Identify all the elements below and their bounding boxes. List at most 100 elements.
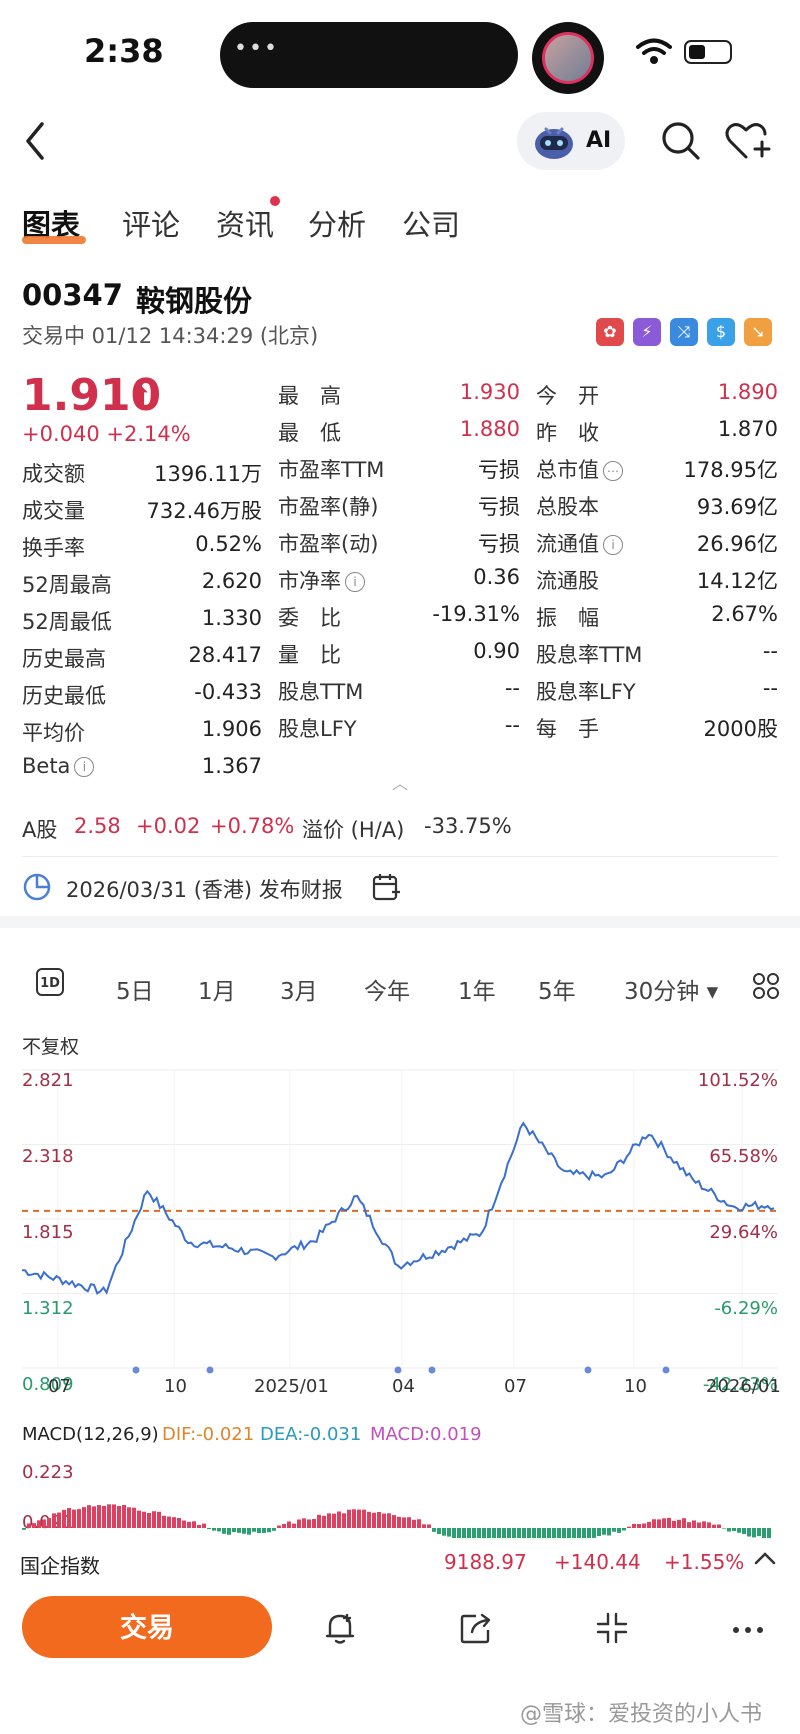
avatar[interactable] [542,32,594,84]
macd-bar [392,1515,396,1528]
macd-title[interactable]: MACD(12,26,9) [22,1424,159,1445]
macd-bar [417,1519,421,1528]
tab-company[interactable]: 公司 [402,208,461,242]
up-arrow-icon: ⬆ [130,382,152,412]
macd-bar [527,1528,531,1540]
macd-bar [117,1506,121,1528]
stats_mid-label-text: 最 高 [278,384,341,408]
macd-bar [482,1528,486,1540]
event-marker[interactable] [428,1366,436,1374]
macd-bar [427,1524,431,1528]
tab-news[interactable]: 资讯 [216,208,275,242]
x-axis-tick: 04 [392,1376,415,1397]
stats_right-value: 93.69亿 [696,495,778,519]
macd-bar [632,1523,636,1528]
stats_mid-value: 亏损 [478,495,520,519]
stats_left-label-text: 成交量 [22,499,85,523]
back-arrow-icon[interactable] [20,118,50,164]
stats_left-value: 732.46万股 [146,499,262,523]
period-5y[interactable]: 5年 [538,979,576,1005]
more-icon[interactable] [730,1610,766,1646]
macd-bar [717,1524,721,1528]
macd-bar [612,1528,616,1532]
lightning-icon[interactable]: ⚡ [633,318,661,346]
macd-bar [62,1509,66,1528]
shuffle-icon[interactable]: ⤨ [670,318,698,346]
event-marker[interactable] [584,1366,592,1374]
stats_left-label-text: Beta [22,754,71,778]
trade-button[interactable]: 交易 [22,1596,272,1658]
period-1y[interactable]: 1年 [458,979,496,1005]
stats_left-value: 0.52% [195,532,262,556]
status-time: 2:38 [84,32,164,70]
stats_mid-value: 1.930 [459,380,520,404]
macd-bar [282,1523,286,1528]
trend-down-icon[interactable]: ↘ [744,318,772,346]
y-axis-right-tick: 65.58% [709,1146,778,1167]
x-axis-tick: 07 [504,1376,527,1397]
grid-icon[interactable] [752,972,780,1000]
tab-comments[interactable]: 评论 [122,208,181,242]
stats_right-label: 今 开 [536,380,599,410]
adjust-label[interactable]: 不复权 [22,1036,80,1058]
chevron-up-icon[interactable] [752,1548,778,1568]
index-bar[interactable] [0,1538,800,1582]
stats_mid-label-text: 股息LFY [278,717,357,741]
battery-icon [684,40,732,64]
macd-bar [227,1528,231,1535]
period-1m[interactable]: 1月 [198,979,236,1005]
macd-bar [467,1528,471,1540]
period-1d-button[interactable]: 1D [36,968,64,996]
hk-flower-icon[interactable]: ✿ [596,318,624,346]
period-30min-dropdown[interactable]: 30分钟 ▾ [624,979,719,1005]
macd-chart [22,1504,771,1540]
stats_left-label-text: 换手率 [22,536,85,560]
stats_right-label-text: 总股本 [536,495,599,519]
collapse-arrows-icon[interactable] [594,1610,630,1646]
calendar-add-icon[interactable] [372,872,400,902]
macd-bar [582,1528,586,1540]
add-favorite-icon[interactable] [724,120,772,162]
collapse-icon[interactable]: ︿ [392,774,409,793]
macd-bar [752,1528,756,1538]
info-icon[interactable]: i [603,535,623,555]
macd-bar [492,1528,496,1540]
stats_mid-label: 市盈率TTM [278,454,384,484]
stats_left-label-text: 成交额 [22,462,85,486]
info-icon[interactable]: i [74,757,95,777]
period-3m[interactable]: 3月 [280,979,318,1005]
macd-bar [627,1526,631,1528]
share-icon[interactable] [458,1610,494,1646]
event-marker[interactable] [132,1366,140,1374]
y-axis-left-tick: 1.312 [22,1298,74,1319]
macd-bar [372,1512,376,1528]
macd-bar [707,1522,711,1528]
event-marker[interactable] [662,1366,670,1374]
bell-add-icon[interactable] [322,1610,358,1646]
macd-bar [362,1509,366,1528]
event-marker[interactable] [394,1366,402,1374]
period-5d[interactable]: 5日 [116,979,154,1005]
search-icon[interactable] [660,120,702,162]
macd-bar [567,1528,571,1540]
stats_left-label: 平均价 [22,717,85,747]
stats_mid-label-text: 市盈率(静) [278,495,379,519]
stats_left-label-text: 52周最低 [22,610,112,634]
period-ytd[interactable]: 今年 [364,979,410,1005]
stats_right-value: 1.870 [717,417,778,441]
info-icon[interactable]: i [345,572,365,592]
macd-bar [47,1518,51,1528]
price-chart[interactable] [0,1060,800,1390]
dollar-icon[interactable]: $ [707,318,735,346]
stats_mid-label: 最 高 [278,380,341,410]
stats_right-value: 2000股 [703,717,778,741]
tab-analysis[interactable]: 分析 [308,208,367,242]
macd-bar [37,1520,41,1528]
info-icon[interactable]: ⋯ [603,461,623,481]
macd-bar [687,1522,691,1528]
event-marker[interactable] [206,1366,214,1374]
macd-bar [577,1528,581,1540]
stats_right-label-text: 股息率LFY [536,680,636,704]
stats_right-label-text: 总市值 [536,458,599,482]
stats_left-label: 换手率 [22,532,85,562]
